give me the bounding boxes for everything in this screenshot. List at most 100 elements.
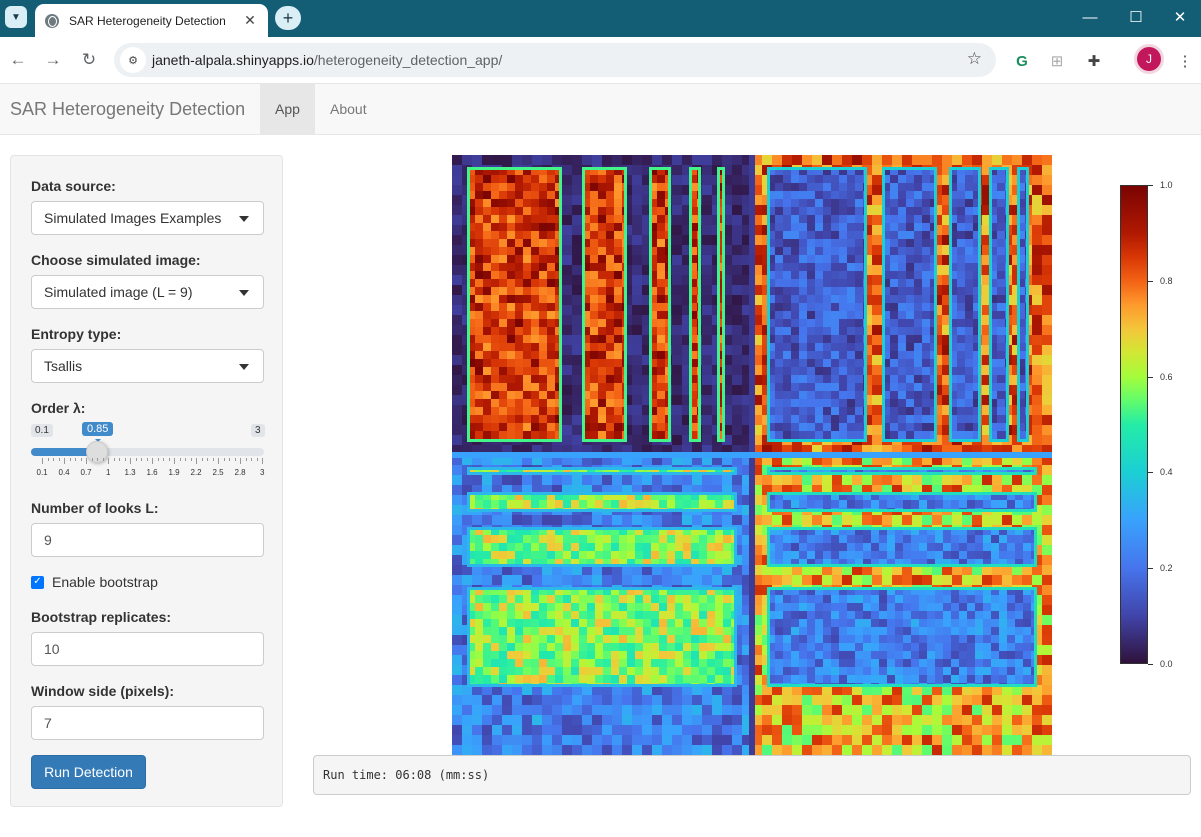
menu-kebab-icon[interactable]: ⋮ xyxy=(1177,53,1193,70)
bookmark-star-icon[interactable]: ☆ xyxy=(966,49,982,68)
arrow-left-icon: ← xyxy=(9,50,27,69)
slider-grid-tick xyxy=(152,458,153,464)
looks-input[interactable]: 9 xyxy=(31,523,264,557)
colorbar-tick-label: 0.0 xyxy=(1160,659,1173,669)
reload-icon: ↻ xyxy=(81,50,97,69)
slider-grid-tick xyxy=(108,458,109,464)
close-icon[interactable]: ✕ xyxy=(244,12,256,28)
plus-icon: + xyxy=(282,8,294,28)
heterogeneity-map-image xyxy=(452,155,1052,755)
slider-track[interactable] xyxy=(31,448,264,456)
slider-grid-minor-tick xyxy=(53,458,54,461)
url-text[interactable]: janeth-alpala.shinyapps.io/heterogeneity… xyxy=(152,52,502,68)
close-window-button[interactable]: ✕ xyxy=(1157,0,1201,34)
maximize-icon: ☐ xyxy=(1129,9,1143,26)
colorbar-tick xyxy=(1148,472,1153,474)
colorbar-tick-label: 0.4 xyxy=(1160,467,1173,478)
slider-grid-minor-tick xyxy=(245,458,247,461)
slider-min-label: 0.1 xyxy=(31,424,53,437)
colorbar-tick-label: 0.2 xyxy=(1160,563,1173,574)
app-title: SAR Heterogeneity Detection xyxy=(10,99,246,119)
browser-toolbar: ← → ↻ ⚙ janeth-alpala.shinyapps.io/heter… xyxy=(0,37,1201,84)
slider-grid-tick xyxy=(130,458,131,464)
slider-grid-tick xyxy=(196,458,197,464)
slider-grid-minor-tick xyxy=(201,458,203,461)
maximize-button[interactable]: ☐ xyxy=(1113,0,1159,34)
arrow-right-icon: → xyxy=(44,50,62,69)
slider-grid: 0.1 0.4 0.7 1 1.3 1.6 1.9 2.2 2.5 2.8 3 xyxy=(31,458,264,480)
bootstrap-checkbox-row[interactable]: ✓ Enable bootstrap xyxy=(31,574,158,590)
grammarly-extension-icon[interactable]: G xyxy=(1016,52,1028,70)
window-side-input[interactable]: 7 xyxy=(31,706,264,740)
simulated-image-value: Simulated image (L = 9) xyxy=(44,284,193,300)
tab-search-button[interactable]: ▼ xyxy=(5,6,27,28)
sidebar-panel: Data source: Simulated Images Examples C… xyxy=(10,155,283,807)
address-bar[interactable]: ⚙ janeth-alpala.shinyapps.io/heterogenei… xyxy=(114,43,996,77)
browser-tab-strip: ▼ SAR Heterogeneity Detection ✕ + — ☐ ✕ xyxy=(0,0,1201,37)
bootstrap-label: Enable bootstrap xyxy=(52,574,158,590)
tab-app[interactable]: App xyxy=(260,84,315,134)
checkmark-icon: ✓ xyxy=(33,576,42,587)
data-source-label: Data source: xyxy=(31,178,116,194)
window-side-label: Window side (pixels): xyxy=(31,683,174,699)
slider-grid-tick xyxy=(64,458,65,464)
url-path: /heterogeneity_detection_app/ xyxy=(313,52,503,68)
slider-grid-minor-tick xyxy=(179,458,181,461)
colorbar-tick-label: 0.8 xyxy=(1160,275,1173,286)
translate-extension-icon[interactable]: ⊞ xyxy=(1050,53,1064,70)
profile-avatar[interactable]: J xyxy=(1137,47,1161,71)
slider-grid-minor-tick xyxy=(190,458,192,461)
slider-grid-minor-tick xyxy=(212,458,214,461)
slider-grid-minor-tick xyxy=(157,458,159,461)
slider-grid-minor-tick xyxy=(102,458,104,461)
new-tab-button[interactable]: + xyxy=(275,6,301,30)
slider-bar xyxy=(31,448,97,456)
browser-tab[interactable]: SAR Heterogeneity Detection ✕ xyxy=(35,4,268,37)
tab-about[interactable]: About xyxy=(330,101,367,117)
slider-value-label: 0.85 xyxy=(82,422,114,442)
slider-grid-minor-tick xyxy=(75,458,76,461)
globe-icon xyxy=(45,13,59,28)
bootstrap-checkbox[interactable]: ✓ xyxy=(31,575,44,589)
reload-button[interactable]: ↻ xyxy=(75,46,103,74)
caret-down-icon xyxy=(239,216,249,222)
colorbar-gradient xyxy=(1120,185,1148,664)
run-detection-button[interactable]: Run Detection xyxy=(31,755,146,789)
slider-grid-minor-tick xyxy=(223,458,225,461)
slider-grid-minor-tick xyxy=(135,458,137,461)
slider-max-label: 3 xyxy=(251,424,265,437)
extensions-puzzle-icon[interactable]: ✚ xyxy=(1087,53,1101,70)
slider-grid-minor-tick xyxy=(141,458,142,461)
slider-grid-minor-tick xyxy=(91,458,93,461)
slider-grid-minor-tick xyxy=(168,458,170,461)
slider-grid-minor-tick xyxy=(58,458,60,461)
slider-grid-label: 3 xyxy=(260,468,265,477)
slider-grid-minor-tick xyxy=(163,458,164,461)
slider-grid-tick xyxy=(42,458,43,464)
url-host: janeth-alpala.shinyapps.io xyxy=(152,52,314,68)
order-label: Order λ: xyxy=(31,400,86,416)
app-navbar: SAR Heterogeneity Detection App About xyxy=(0,84,1201,135)
simulated-image-select[interactable]: Simulated image (L = 9) xyxy=(31,275,264,309)
slider-grid-minor-tick xyxy=(256,458,258,461)
slider-handle[interactable] xyxy=(86,441,108,463)
site-info-button[interactable]: ⚙ xyxy=(120,47,146,73)
replicates-input[interactable]: 10 xyxy=(31,632,264,666)
entropy-type-select[interactable]: Tsallis xyxy=(31,349,264,383)
slider-grid-label: 1 xyxy=(106,468,111,477)
forward-button[interactable]: → xyxy=(39,46,67,74)
slider-grid-tick xyxy=(262,458,263,464)
slider-grid-minor-tick xyxy=(47,458,49,461)
minimize-button[interactable]: — xyxy=(1067,0,1113,34)
slider-grid-label: 2.5 xyxy=(212,468,224,477)
back-button[interactable]: ← xyxy=(4,46,32,74)
entropy-type-label: Entropy type: xyxy=(31,326,122,342)
slider-grid-minor-tick xyxy=(80,458,82,461)
slider-grid-label: 1.9 xyxy=(168,468,180,477)
slider-grid-minor-tick xyxy=(69,458,71,461)
slider-grid-label: 1.3 xyxy=(124,468,136,477)
slider-grid-tick xyxy=(240,458,241,464)
slider-grid-label: 0.7 xyxy=(80,468,92,477)
data-source-select[interactable]: Simulated Images Examples xyxy=(31,201,264,235)
slider-grid-tick xyxy=(174,458,175,464)
